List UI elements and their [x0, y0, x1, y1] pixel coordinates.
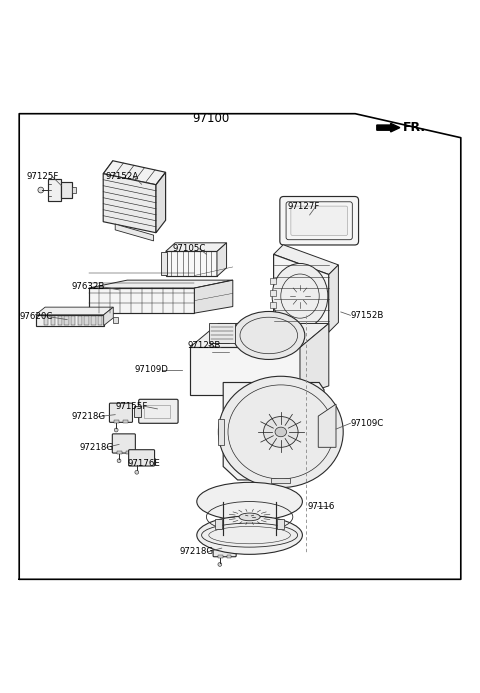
Polygon shape	[318, 404, 336, 447]
Polygon shape	[377, 123, 400, 132]
Polygon shape	[103, 161, 166, 185]
Polygon shape	[194, 280, 233, 313]
Bar	[71, 315, 75, 325]
Bar	[123, 421, 128, 423]
Text: 97100: 97100	[192, 112, 230, 125]
FancyBboxPatch shape	[280, 197, 359, 245]
FancyBboxPatch shape	[109, 403, 132, 422]
FancyBboxPatch shape	[129, 450, 155, 466]
FancyBboxPatch shape	[213, 538, 236, 556]
Bar	[134, 405, 141, 417]
Bar	[64, 315, 69, 325]
Bar	[271, 478, 290, 483]
Bar	[209, 324, 235, 342]
Polygon shape	[190, 347, 300, 396]
Bar	[270, 290, 276, 296]
Ellipse shape	[233, 311, 305, 360]
Polygon shape	[217, 243, 227, 277]
Circle shape	[114, 428, 118, 432]
Bar	[218, 555, 223, 558]
Text: 97128B: 97128B	[187, 341, 221, 350]
FancyBboxPatch shape	[112, 434, 135, 453]
Bar	[113, 317, 118, 323]
Polygon shape	[36, 307, 113, 315]
Polygon shape	[223, 502, 276, 535]
Ellipse shape	[197, 482, 302, 520]
Circle shape	[117, 459, 121, 463]
Polygon shape	[156, 173, 166, 233]
Bar	[277, 519, 284, 529]
Bar	[114, 421, 119, 423]
Text: 97152B: 97152B	[350, 310, 384, 319]
Bar	[126, 451, 131, 454]
Polygon shape	[190, 324, 329, 347]
FancyBboxPatch shape	[139, 399, 178, 423]
Ellipse shape	[275, 427, 287, 437]
Bar	[91, 315, 96, 325]
Bar	[84, 315, 89, 325]
Text: 97176E: 97176E	[127, 459, 160, 468]
Bar	[288, 332, 317, 340]
Ellipse shape	[264, 416, 298, 447]
Circle shape	[135, 471, 139, 474]
Bar	[161, 252, 167, 275]
Text: 97218G: 97218G	[79, 443, 113, 452]
Polygon shape	[89, 288, 194, 313]
Text: 97620C: 97620C	[19, 313, 53, 322]
Bar	[270, 279, 276, 284]
FancyBboxPatch shape	[291, 206, 348, 236]
Bar	[117, 451, 122, 454]
Bar	[51, 315, 55, 325]
Polygon shape	[223, 383, 324, 480]
Polygon shape	[166, 243, 227, 252]
Bar	[218, 419, 224, 445]
Polygon shape	[166, 252, 217, 277]
Text: FR.: FR.	[403, 121, 426, 134]
Bar	[211, 341, 230, 354]
Bar	[230, 343, 236, 350]
Polygon shape	[300, 324, 329, 396]
Polygon shape	[115, 224, 154, 241]
Text: 97125F: 97125F	[26, 172, 59, 181]
Polygon shape	[274, 254, 329, 332]
Bar	[270, 302, 276, 308]
Bar	[44, 315, 48, 325]
Text: 97109C: 97109C	[350, 419, 384, 428]
Bar	[58, 315, 62, 325]
Ellipse shape	[202, 523, 298, 547]
Text: 97218G: 97218G	[180, 547, 214, 556]
Ellipse shape	[218, 376, 343, 488]
Polygon shape	[329, 265, 338, 332]
Bar	[98, 315, 102, 325]
Text: 97155F: 97155F	[115, 401, 147, 410]
Bar	[61, 182, 72, 198]
Bar	[72, 187, 76, 193]
Text: 97152A: 97152A	[106, 172, 139, 181]
Text: 97105C: 97105C	[173, 244, 206, 253]
Text: 97116: 97116	[307, 502, 335, 511]
Bar	[78, 315, 82, 325]
Polygon shape	[89, 280, 233, 288]
Circle shape	[218, 563, 222, 566]
Bar	[215, 519, 222, 529]
Ellipse shape	[197, 516, 302, 554]
Bar	[227, 555, 231, 558]
Polygon shape	[103, 174, 156, 233]
Bar	[144, 405, 170, 418]
Polygon shape	[104, 307, 113, 326]
Text: 97109D: 97109D	[134, 365, 168, 374]
Circle shape	[38, 187, 44, 193]
Text: 97218G: 97218G	[71, 412, 105, 421]
Text: 97127F: 97127F	[288, 202, 320, 211]
Bar	[48, 179, 61, 200]
Ellipse shape	[272, 263, 328, 328]
Polygon shape	[36, 315, 104, 326]
Ellipse shape	[239, 513, 260, 520]
Text: 97632B: 97632B	[71, 281, 105, 290]
Polygon shape	[274, 245, 338, 274]
